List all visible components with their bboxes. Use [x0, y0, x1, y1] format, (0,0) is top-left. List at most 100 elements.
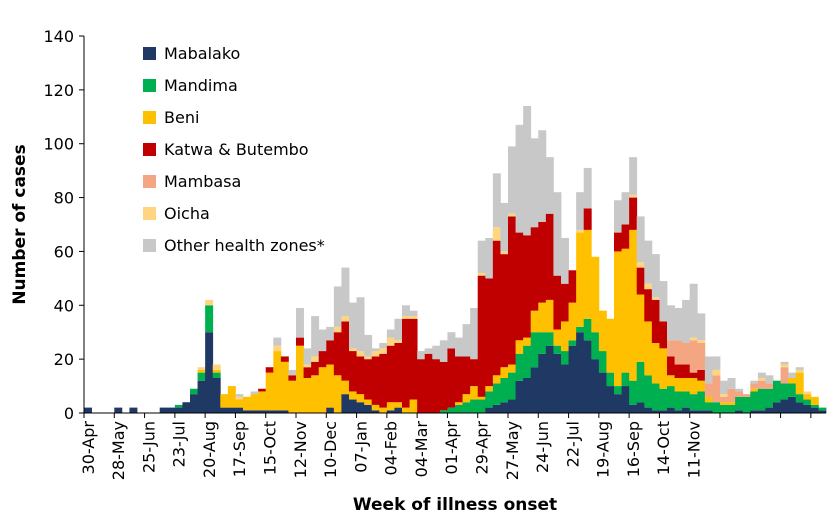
bar-segment-s4-w89 [757, 380, 766, 389]
bar-segment-s6-w47 [439, 340, 448, 362]
bar-segment-s0-w63 [561, 364, 569, 413]
bar-segment-s5-w74 [644, 283, 653, 290]
bar-segment-s3-w75 [651, 299, 660, 343]
bar-segment-s2-w57 [515, 340, 524, 354]
x-tick-label-5: 17-Sep [230, 421, 249, 477]
bar-segment-s1-w15 [197, 372, 206, 381]
bar-segment-s1-w95 [803, 399, 812, 405]
bar-segment-s6-w80 [689, 283, 698, 338]
bar-segment-s5-w95 [803, 391, 812, 395]
bar-segment-s2-w51 [470, 386, 479, 400]
bar-segment-s2-w85 [727, 402, 736, 405]
bar-segment-s1-w61 [545, 332, 554, 346]
legend-label-0: Mabalako [164, 44, 240, 63]
bar-segment-s2-w24 [265, 372, 274, 411]
bar-segment-s5-w20 [235, 396, 244, 400]
bar-segment-s0-w81 [697, 410, 706, 413]
bar-segment-s2-w33 [333, 375, 342, 413]
bar-segment-s1-w88 [750, 391, 759, 411]
bar-segment-s0-w17 [212, 377, 221, 413]
bar-segment-s6-w59 [530, 138, 539, 228]
bar-segment-s1-w55 [500, 377, 509, 403]
bar-segment-s5-w73 [636, 262, 645, 268]
bar-segment-s5-w84 [720, 394, 728, 397]
bar-segment-s5-w25 [273, 345, 282, 352]
bar-segment-s0-w94 [795, 402, 804, 413]
bar-segment-s2-w15 [197, 369, 206, 373]
bar-segment-s2-w54 [492, 375, 501, 384]
bar-segment-s3-w49 [455, 356, 463, 403]
bar-segment-s4-w90 [765, 383, 774, 389]
bar-segment-s6-w72 [629, 157, 638, 195]
bar-segment-s2-w37 [364, 399, 373, 405]
bar-segment-s3-w24 [265, 367, 274, 373]
bar-segment-s5-w83 [712, 369, 721, 376]
bar-segment-s0-w14 [190, 394, 198, 413]
bar-segment-s3-w55 [500, 254, 509, 368]
bar-segment-s3-w52 [477, 275, 486, 397]
bar-segment-s3-w26 [280, 356, 289, 362]
bar-segment-s1-w89 [757, 388, 766, 411]
bar-segment-s0-w90 [765, 407, 774, 413]
bar-segment-s1-w12 [174, 404, 183, 408]
bar-segment-s0-w92 [780, 399, 789, 413]
bar-segment-s0-w0 [84, 407, 92, 413]
bar-segment-s4-w88 [750, 383, 759, 389]
bar-segment-s3-w74 [644, 289, 653, 322]
bar-segment-s6-w61 [545, 157, 554, 214]
bar-segment-s6-w92 [780, 361, 789, 365]
bar-segment-s5-w35 [349, 348, 357, 352]
bar-segment-s6-w41 [394, 318, 403, 341]
bar-segment-s0-w69 [606, 386, 615, 413]
bar-segment-s0-w89 [757, 410, 766, 413]
bar-segment-s4-w92 [780, 367, 789, 384]
legend-swatch-4 [143, 175, 156, 188]
bar-segment-s6-w34 [341, 267, 350, 317]
x-tick-label-10: 04-Feb [382, 421, 401, 475]
bar-segment-s0-w62 [553, 353, 562, 413]
bar-segment-s2-w39 [379, 407, 388, 413]
bar-segment-s0-w80 [689, 410, 698, 413]
legend-label-4: Mambasa [164, 172, 241, 191]
bar-segment-s2-w49 [455, 402, 463, 405]
bar-segment-s5-w33 [333, 326, 342, 333]
x-tick-label-17: 19-Aug [594, 421, 613, 478]
bar-segment-s3-w30 [311, 361, 320, 376]
bar-segment-s6-w71 [621, 192, 630, 225]
bar-segment-s6-w81 [697, 313, 706, 341]
bar-segment-s3-w31 [318, 351, 327, 368]
bar-segment-s1-w16 [205, 305, 214, 333]
bar-segment-s2-w72 [629, 229, 638, 381]
bar-segment-s0-w35 [349, 399, 357, 413]
bar-segment-s5-w29 [303, 364, 312, 368]
bar-segment-s2-w26 [280, 361, 289, 411]
bar-segment-s1-w96 [810, 404, 819, 408]
x-tick-label-9: 07-Jan [351, 421, 370, 473]
bar-segment-s1-w51 [470, 399, 479, 413]
bar-segment-s3-w80 [689, 372, 698, 378]
bar-segment-s2-w21 [243, 396, 251, 411]
bar-segment-s5-w43 [409, 316, 418, 319]
bar-segment-s2-w50 [462, 394, 471, 403]
bar-segment-s1-w94 [795, 394, 804, 403]
y-tick-label-3: 60 [54, 242, 74, 261]
bar-segment-s6-w63 [561, 237, 569, 284]
bar-segment-s0-w54 [492, 404, 501, 413]
bar-segment-s0-w26 [280, 410, 289, 413]
bar-segment-s1-w76 [659, 388, 668, 411]
bar-segment-s6-w20 [235, 394, 244, 397]
bar-segment-s5-w56 [508, 213, 516, 217]
bar-segment-s2-w88 [750, 388, 759, 392]
x-tick-label-1: 28-May [109, 421, 128, 480]
x-tick-label-2: 25-Jun [139, 421, 158, 473]
y-tick-label-5: 100 [43, 135, 74, 154]
bar-segment-s6-w86 [735, 388, 744, 392]
bar-segment-s0-w77 [667, 407, 675, 413]
bar-segment-s1-w82 [704, 402, 713, 411]
bar-segment-s0-w6 [129, 407, 138, 413]
bar-segment-s3-w70 [614, 232, 622, 252]
bar-segment-s2-w67 [591, 256, 600, 333]
bar-segment-s1-w97 [818, 407, 827, 411]
bar-segment-s2-w76 [659, 348, 668, 389]
bar-segment-s6-w40 [386, 329, 395, 338]
